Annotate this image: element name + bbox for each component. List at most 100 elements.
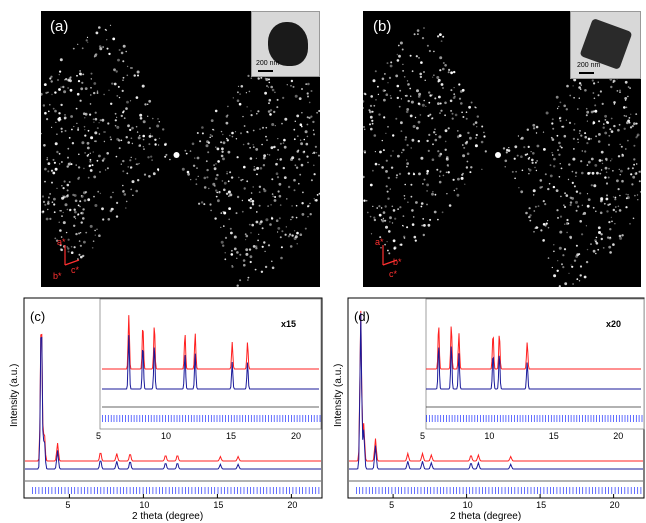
- diffraction-b-spot: [466, 160, 469, 163]
- diffraction-a-spot: [275, 219, 279, 222]
- diffraction-a-spot: [249, 197, 253, 201]
- diffraction-a-spot: [126, 172, 129, 175]
- diffraction-b-spot: [575, 244, 578, 247]
- diffraction-b-spot: [406, 162, 409, 165]
- diffraction-b-spot: [428, 49, 431, 53]
- diffraction-a-spot: [278, 182, 282, 186]
- diffraction-b-spot: [399, 206, 402, 209]
- diffraction-b-spot: [449, 99, 453, 103]
- diffraction-a-spot: [78, 253, 81, 256]
- diffraction-b-spot: [533, 230, 535, 233]
- diffraction-b-spot: [389, 216, 392, 220]
- diffraction-b-spot: [633, 122, 636, 126]
- diffraction-b-spot: [481, 125, 484, 128]
- diffraction-b-spot: [413, 235, 417, 239]
- diffraction-a-spot: [78, 232, 81, 235]
- diffraction-a-spot: [53, 161, 56, 164]
- scale-text-a: 200 nm: [256, 60, 280, 67]
- diffraction-b-spot: [584, 132, 587, 135]
- diffraction-b-spot: [431, 118, 433, 120]
- diffraction-a-spot: [93, 195, 95, 198]
- diffraction-b-spot: [584, 135, 587, 139]
- diffraction-a-spot: [283, 138, 286, 142]
- diffraction-a-spot: [127, 124, 130, 128]
- diffraction-b-spot: [595, 242, 599, 245]
- diffraction-b-spot: [638, 170, 641, 173]
- diffraction-a-spot: [169, 158, 171, 161]
- diffraction-a-spot: [148, 127, 151, 130]
- diffraction-b-spot: [525, 211, 528, 215]
- diffraction-b-spot: [527, 157, 530, 160]
- diffraction-a-spot: [239, 279, 242, 282]
- diffraction-a-spot: [270, 146, 274, 150]
- diffraction-a-spot: [84, 152, 86, 154]
- diffraction-b-spot: [469, 171, 472, 174]
- diffraction-a-spot: [256, 112, 258, 115]
- diffraction-b-spot: [432, 191, 434, 193]
- diffraction-a-spot: [93, 175, 97, 179]
- diffraction-a-spot: [83, 240, 86, 244]
- diffraction-b-spot: [470, 166, 473, 169]
- diffraction-b-spot: [436, 76, 440, 79]
- diffraction-b-spot: [571, 197, 574, 200]
- diffraction-a-spot: [98, 45, 102, 48]
- diffraction-a-spot: [80, 221, 83, 224]
- diffraction-a-spot: [82, 254, 85, 258]
- chart-c-inset-tick-label: 15: [226, 431, 236, 441]
- diffraction-b-spot: [379, 150, 382, 154]
- diffraction-a-spot: [135, 96, 139, 99]
- diffraction-b-spot: [379, 236, 382, 239]
- diffraction-b-spot: [407, 99, 410, 103]
- diffraction-b-spot: [544, 173, 547, 176]
- diffraction-b-spot: [388, 76, 392, 79]
- diffraction-a-spot: [246, 180, 249, 183]
- diffraction-a-spot: [191, 142, 195, 146]
- diffraction-a-spot: [118, 147, 121, 150]
- diffraction-b-spot: [634, 194, 636, 197]
- chart-c-observed-line: [25, 333, 321, 462]
- diffraction-a-spot: [283, 176, 287, 180]
- diffraction-b-spot: [465, 111, 468, 113]
- diffraction-a-spot: [87, 198, 91, 202]
- diffraction-b-spot: [439, 171, 441, 173]
- diffraction-a-spot: [120, 163, 122, 165]
- diffraction-a-spot: [247, 74, 250, 77]
- diffraction-b-spot: [394, 217, 397, 220]
- diffraction-b-spot: [421, 224, 424, 227]
- diffraction-b-spot: [397, 208, 399, 210]
- diffraction-b-spot: [558, 285, 561, 287]
- diffraction-a-spot: [210, 119, 214, 122]
- diffraction-b-spot: [636, 133, 640, 137]
- diffraction-a-spot: [293, 189, 296, 192]
- diffraction-a-spot: [59, 229, 62, 232]
- diffraction-a-spot: [130, 156, 132, 158]
- diffraction-a-spot: [253, 168, 256, 171]
- diffraction-a-spot: [115, 215, 119, 218]
- diffraction-a-spot: [286, 84, 288, 86]
- diffraction-b-spot: [568, 163, 571, 166]
- diffraction-b-spot: [440, 40, 443, 42]
- diffraction-b-spot: [412, 173, 416, 176]
- diffraction-b-spot: [613, 103, 615, 105]
- diffraction-a-spot: [89, 103, 92, 105]
- diffraction-b-spot: [586, 248, 589, 251]
- diffraction-b-spot: [384, 73, 386, 75]
- diffraction-b-spot: [470, 101, 473, 104]
- diffraction-a-spot: [264, 265, 268, 269]
- diffraction-a-spot: [66, 208, 69, 211]
- diffraction-b-spot: [363, 128, 366, 131]
- chart-d-inset-tick-label: 20: [613, 431, 623, 441]
- diffraction-a-spot: [285, 226, 287, 228]
- diffraction-a-spot: [265, 78, 269, 81]
- diffraction-b-spot: [596, 171, 599, 175]
- diffraction-a-spot: [89, 160, 92, 163]
- diffraction-a-spot: [101, 118, 105, 122]
- diffraction-b-spot: [558, 246, 562, 250]
- diffraction-a-spot: [290, 218, 292, 221]
- diffraction-b-spot: [472, 123, 475, 126]
- diffraction-a-spot: [220, 240, 224, 244]
- diffraction-a-spot: [318, 154, 320, 157]
- diffraction-b-spot: [466, 152, 470, 156]
- diffraction-a-spot: [222, 157, 225, 161]
- diffraction-b-spot: [624, 97, 628, 100]
